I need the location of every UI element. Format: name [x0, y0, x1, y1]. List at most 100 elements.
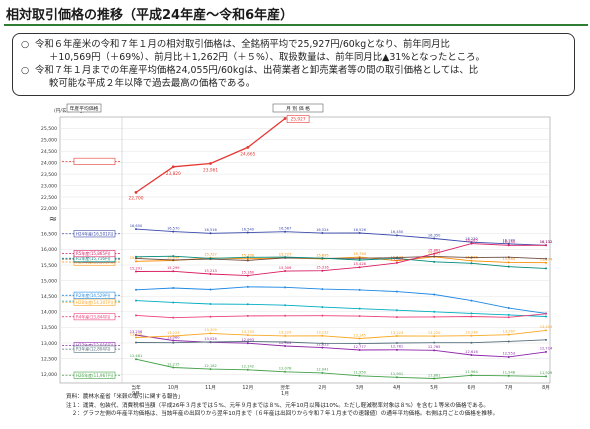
- data-point: [246, 256, 249, 259]
- data-label: 13,256: [130, 330, 143, 334]
- data-point: [470, 262, 473, 265]
- avg-label-box: [73, 230, 116, 238]
- data-label: 16,350: [428, 233, 441, 237]
- data-label: 13,229: [279, 331, 292, 335]
- series-line: [135, 334, 547, 358]
- x-tick-label: 1月: [281, 391, 289, 397]
- data-point: [284, 340, 287, 343]
- data-point: [470, 241, 473, 244]
- data-label: 15,584: [502, 257, 515, 261]
- avg-label-box: [73, 250, 116, 258]
- data-point: [358, 231, 361, 234]
- data-label: 11,901: [391, 372, 404, 376]
- x-tick-label: 11月: [205, 385, 216, 391]
- data-point: [433, 293, 436, 296]
- data-point: [321, 257, 324, 260]
- data-label: 15,862: [428, 249, 441, 253]
- series-line: [135, 339, 547, 345]
- data-label: 13,223: [391, 331, 404, 335]
- data-point: [545, 375, 547, 378]
- avg-label-box: [73, 371, 116, 379]
- data-label: 13,220: [428, 331, 441, 335]
- data-point: [135, 336, 137, 339]
- data-point: [545, 338, 547, 341]
- monthly-header: 月 別 価 格: [286, 105, 310, 112]
- series-line: [135, 300, 547, 317]
- data-point: [395, 335, 398, 338]
- data-point: [358, 257, 361, 260]
- data-label: 12,078: [279, 367, 292, 371]
- series-line: [135, 228, 547, 246]
- summary-bullet-2: ○ 令和７年１月までの年産平均価格24,055円/60kgは、出荷業者と卸売業者…: [21, 64, 566, 90]
- x-tick-label: 当年: [131, 384, 141, 391]
- series-line: [135, 313, 547, 319]
- data-label: 15,644: [167, 255, 180, 259]
- data-point: [246, 257, 249, 260]
- data-point: [171, 165, 175, 169]
- data-point: [470, 334, 473, 337]
- note-1: 注１：運賃、包装代、消費税相当額（平成26年３月までは５%、元年９月までは８%、…: [66, 402, 489, 409]
- x-tick-label: 翌年: [280, 384, 290, 391]
- avg-label: R1年産(15,716円): [76, 255, 111, 261]
- data-point: [358, 307, 361, 310]
- avg-label: R4年産(13,844円): [76, 313, 111, 319]
- data-point: [358, 288, 361, 291]
- data-point: [209, 288, 212, 291]
- data-point: [321, 334, 324, 337]
- data-point: [284, 230, 287, 233]
- data-label: 15,291: [130, 266, 143, 270]
- data-point: [209, 340, 212, 343]
- y-tick-label: 12,000: [41, 372, 57, 378]
- data-point: [135, 260, 137, 263]
- title-underline: [4, 24, 588, 26]
- data-point: [246, 303, 249, 306]
- data-point: [433, 255, 436, 258]
- data-label: 12,781: [391, 345, 404, 349]
- data-point: [507, 316, 510, 319]
- data-point: [209, 257, 212, 260]
- chart-notes: 資料：農林水産省「米穀の取引に関する報告」 注１：運賃、包装代、消費税相当額（平…: [66, 393, 498, 419]
- data-label: 15,695: [316, 254, 329, 258]
- data-point: [433, 310, 436, 313]
- data-point: [358, 266, 361, 269]
- data-label: 16,185: [465, 238, 478, 242]
- series-line: [135, 255, 547, 269]
- note-source: 資料：農林水産省「米穀の取引に関する報告」: [66, 394, 184, 400]
- avg-label: H26年産(11,967円): [76, 372, 114, 378]
- data-point: [246, 274, 249, 277]
- data-point: [507, 374, 510, 377]
- data-point: [470, 341, 473, 344]
- data-point: [209, 332, 212, 335]
- monthly-header-box: [272, 103, 324, 113]
- x-tick-label: 4月: [393, 385, 401, 391]
- data-point: [507, 242, 510, 245]
- data-label: 15,299: [167, 266, 180, 270]
- y-tick-label: 23,500: [41, 172, 57, 178]
- data-label: 13,080: [167, 335, 180, 339]
- data-label: 11,948: [502, 371, 515, 375]
- bullet-text-line: 令和６年産米の令和７年１月の相対取引価格は、全銘柄平均で25,927円/60kg…: [35, 39, 450, 50]
- data-point: [172, 230, 175, 233]
- data-point: [358, 315, 361, 318]
- data-point: [545, 244, 547, 247]
- data-point: [395, 376, 398, 379]
- data-label: 16,516: [204, 228, 217, 232]
- data-label: 15,700: [242, 254, 255, 258]
- bullet-mark: ○: [21, 65, 30, 76]
- data-label: 15,426: [353, 262, 366, 266]
- y-tick-label: 16,500: [41, 232, 57, 238]
- data-point: [545, 257, 547, 260]
- data-label: 13,253: [242, 330, 255, 334]
- data-point: [470, 256, 473, 259]
- y-tick-label: 24,000: [41, 160, 57, 166]
- data-label: 16,524: [316, 228, 329, 232]
- data-point: [172, 335, 175, 338]
- avg-header: 年産平均価格: [70, 105, 99, 112]
- y-tick-label: 23,000: [41, 183, 57, 189]
- data-label: 12,714: [540, 347, 553, 351]
- data-point: [172, 286, 175, 289]
- data-point: [209, 315, 212, 318]
- data-label: 13,309: [204, 328, 217, 332]
- y-tick-label: 12,500: [41, 356, 57, 362]
- data-point: [470, 242, 473, 245]
